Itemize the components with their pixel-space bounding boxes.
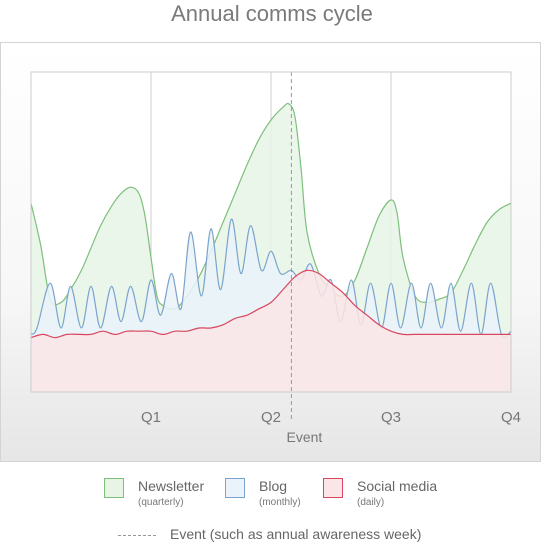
chart-plot: Q1 Q2 Q3 Q4 Event — [30, 71, 521, 445]
legend-swatch-newsletter — [104, 478, 124, 498]
legend-label: Blog — [259, 478, 288, 494]
x-tick-label: Q4 — [501, 409, 521, 426]
x-tick-label: Q3 — [381, 409, 401, 426]
legend-label: Newsletter — [138, 478, 205, 494]
line-social-media — [30, 269, 511, 339]
legend-swatch-social-media — [323, 478, 343, 498]
legend-label: Social media — [357, 478, 438, 494]
line-blog — [30, 218, 512, 338]
legend-note: (monthly) — [259, 497, 301, 508]
area-social-media — [31, 270, 511, 392]
legend: Newsletter (quarterly) Blog (monthly) So… — [0, 470, 557, 543]
x-axis-label: Event — [286, 429, 322, 445]
x-tick-label: Q1 — [141, 409, 161, 426]
legend-swatch-blog — [225, 478, 245, 498]
chart-title: Annual comms cycle — [171, 1, 373, 26]
axes — [30, 71, 512, 393]
line-newsletter — [30, 102, 512, 310]
legend-note: (quarterly) — [138, 497, 184, 508]
legend-note: (daily) — [357, 497, 385, 508]
legend-event-label: Event (such as annual awareness week) — [170, 526, 422, 542]
legend-dashed-line — [118, 535, 156, 536]
x-tick-label: Q2 — [261, 409, 281, 426]
plot-border — [30, 71, 512, 393]
x-tick-labels: Q1 Q2 Q3 Q4 — [141, 409, 521, 426]
series-layer — [30, 72, 512, 422]
